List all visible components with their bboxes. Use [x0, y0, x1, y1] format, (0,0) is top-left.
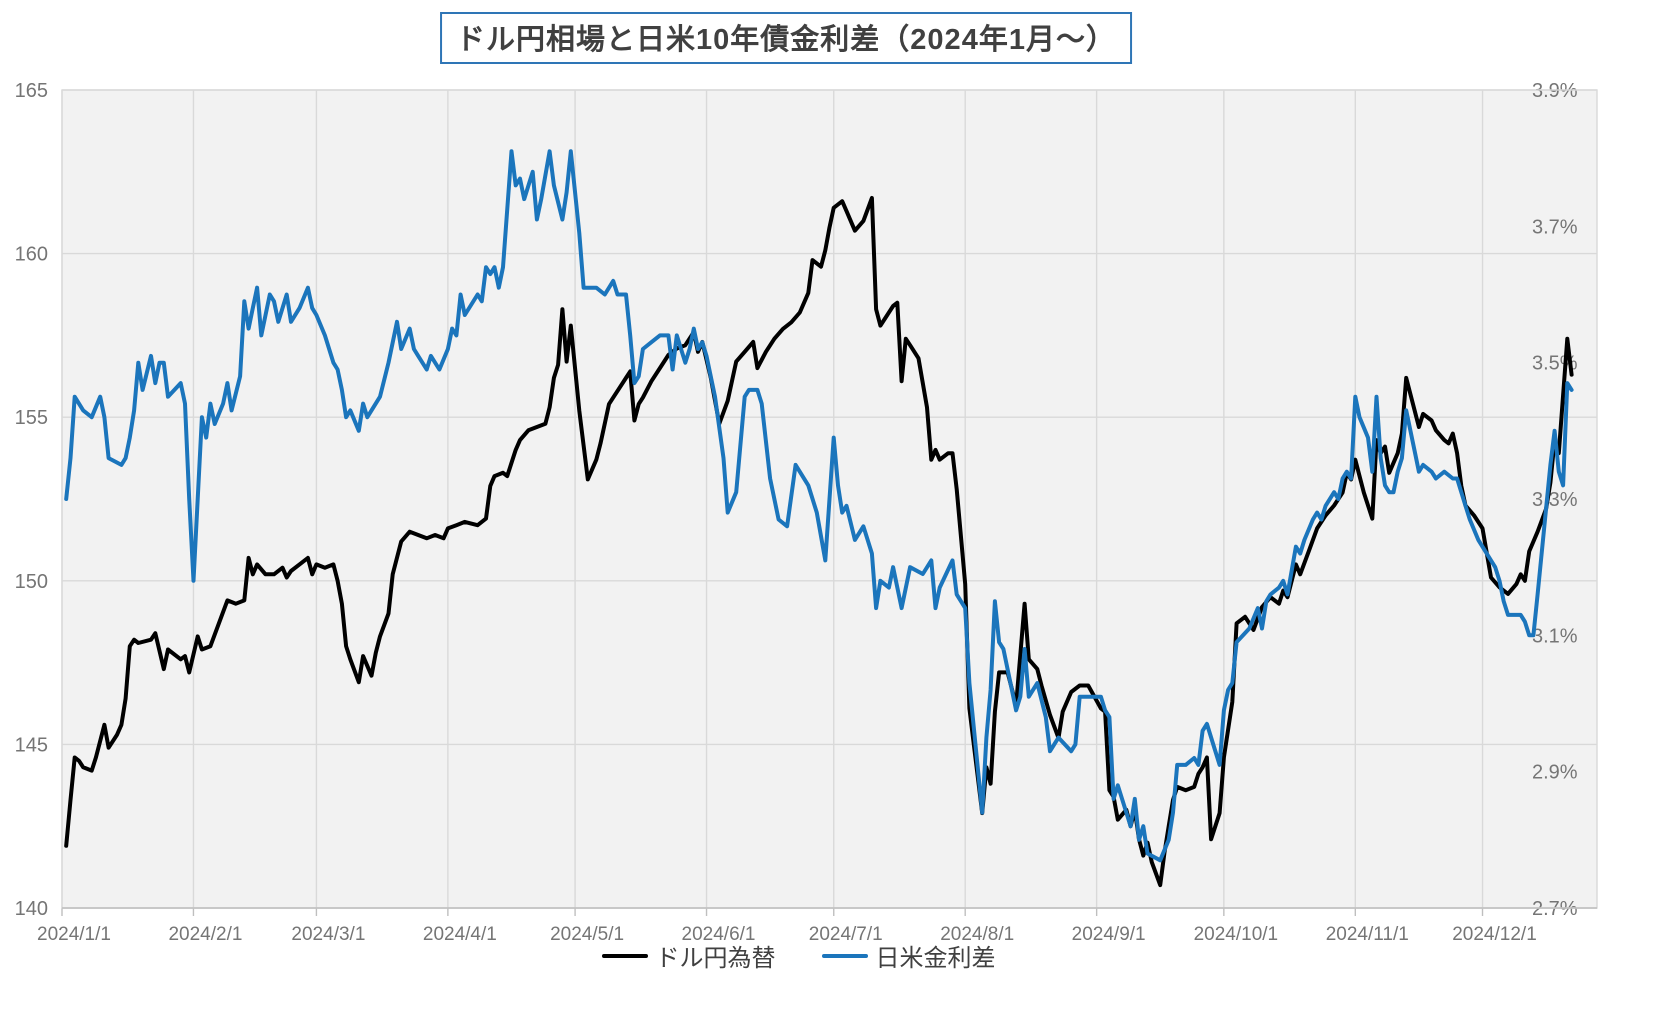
y-left-tick-label: 165 — [15, 80, 48, 102]
y-right-tick-label: 3.3% — [1532, 489, 1578, 511]
y-right-tick-label: 2.7% — [1532, 898, 1578, 920]
y-right-tick-label: 3.7% — [1532, 216, 1578, 238]
y-right-tick-label: 3.1% — [1532, 625, 1578, 647]
chart-legend: ドル円為替 日米金利差 — [0, 938, 1597, 973]
y-right-tick-label: 2.9% — [1532, 762, 1578, 784]
legend-label-usdjpy: ドル円為替 — [655, 945, 776, 972]
x-tick-label: 2024/7/1 — [809, 924, 883, 945]
x-tick-label: 2024/8/1 — [940, 924, 1014, 945]
x-tick-label: 2024/4/1 — [423, 924, 497, 945]
y-left-tick-label: 140 — [15, 898, 48, 920]
usdjpy-line-swatch-icon — [601, 953, 648, 958]
y-left-tick-label: 160 — [15, 244, 48, 266]
spread-line-swatch-icon — [821, 953, 868, 958]
x-tick-label: 2024/6/1 — [682, 924, 756, 945]
chart-title: ドル円相場と日米10年債金利差（2024年1月～） — [440, 12, 1132, 64]
y-right-tick-label: 3.9% — [1532, 80, 1578, 102]
legend-item-spread: 日米金利差 — [821, 938, 996, 973]
y-left-tick-label: 145 — [15, 734, 48, 756]
y-left-tick-label: 155 — [15, 407, 48, 429]
x-tick-label: 2024/9/1 — [1072, 924, 1146, 945]
legend-item-usdjpy: ドル円為替 — [601, 938, 776, 973]
x-tick-label: 2024/1/1 — [37, 924, 111, 945]
x-tick-label: 2024/5/1 — [550, 924, 624, 945]
x-tick-label: 2024/12/1 — [1452, 924, 1537, 945]
x-tick-label: 2024/10/1 — [1194, 924, 1279, 945]
y-left-tick-label: 150 — [15, 571, 48, 593]
rate-spread-series-line — [64, 149, 1574, 863]
legend-label-spread: 日米金利差 — [875, 945, 996, 972]
x-tick-label: 2024/3/1 — [291, 924, 365, 945]
x-tick-label: 2024/2/1 — [168, 924, 242, 945]
x-tick-label: 2024/11/1 — [1326, 924, 1409, 945]
